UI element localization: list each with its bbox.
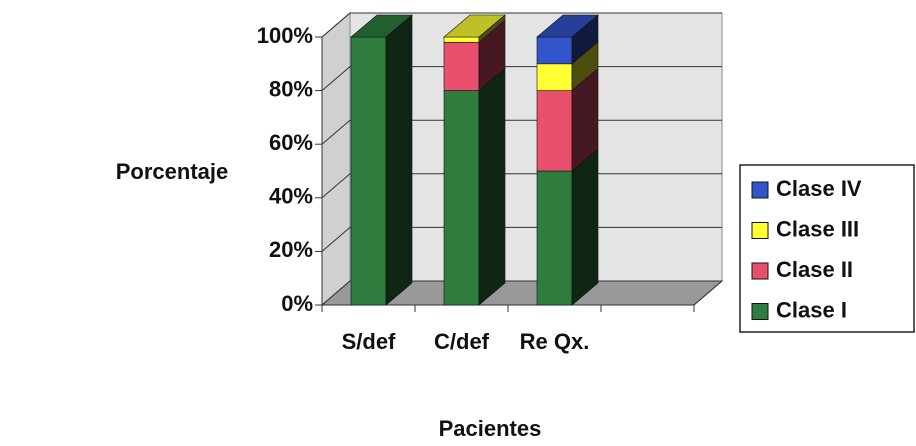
bar-segment — [443, 36, 480, 43]
bar-segment — [443, 90, 480, 306]
bar-side — [385, 14, 413, 306]
y-tick-label: 0% — [281, 291, 313, 316]
legend-label: Clase I — [776, 297, 847, 322]
grid-line — [321, 12, 722, 38]
legend-label: Clase III — [776, 216, 859, 241]
bar-segment — [536, 63, 573, 91]
bar-side — [571, 148, 599, 306]
y-tick-label: 100% — [257, 23, 313, 48]
y-tick-label: 40% — [269, 184, 313, 209]
bar-top — [443, 14, 506, 38]
y-tick-label: 80% — [269, 76, 313, 101]
side-wall — [321, 11, 351, 307]
y-tick-label: 60% — [269, 130, 313, 155]
bar-side — [478, 67, 506, 306]
legend-swatch — [751, 222, 769, 239]
x-axis-label: Pacientes — [439, 416, 542, 441]
bar-top — [536, 14, 599, 38]
x-tick-label: S/def — [341, 329, 396, 354]
legend-swatch — [751, 181, 769, 199]
legend-label: Clase II — [776, 257, 853, 282]
x-tick-label: Re Qx. — [519, 329, 590, 354]
legend-box — [739, 164, 915, 333]
y-tick-label: 20% — [269, 237, 313, 262]
legend-swatch — [751, 262, 769, 280]
y-axis-label: Porcentaje — [116, 159, 229, 184]
legend-swatch — [751, 303, 769, 320]
bar-segment — [536, 90, 573, 172]
x-tick-label: C/def — [434, 329, 489, 354]
bar-segment — [536, 170, 573, 306]
floor-edge — [693, 280, 723, 306]
bar-segment — [443, 42, 480, 91]
legend-label: Clase IV — [776, 176, 862, 201]
bar-segment — [536, 36, 573, 65]
bar-segment — [350, 36, 387, 306]
bar-top — [350, 14, 413, 38]
